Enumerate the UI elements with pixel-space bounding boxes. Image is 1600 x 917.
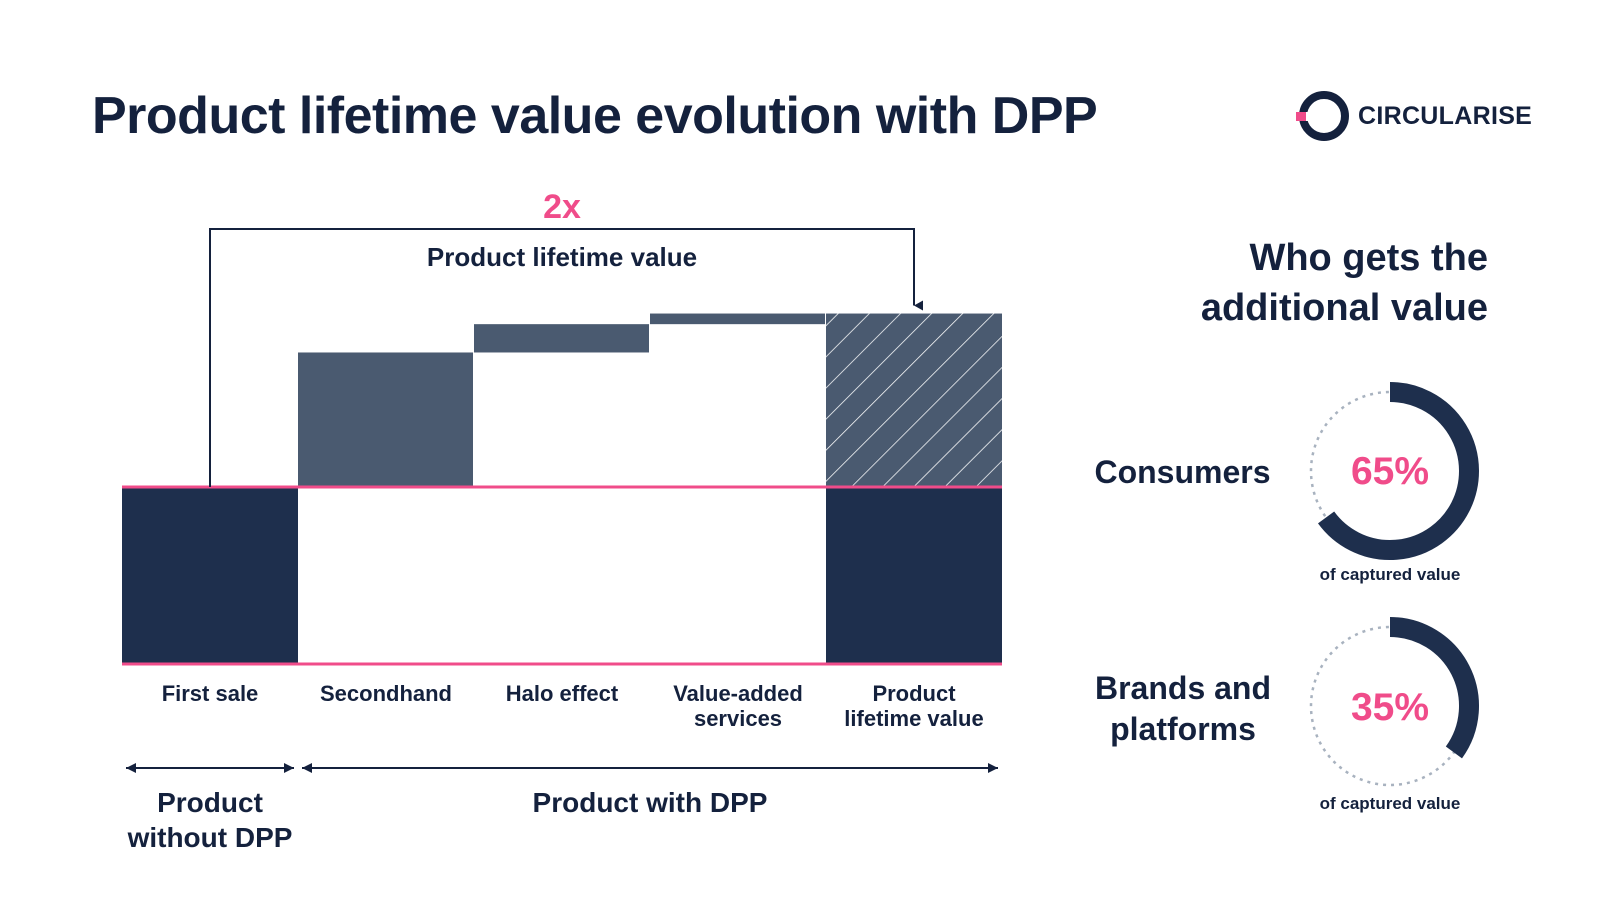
group-label-1: Product with DPP — [533, 787, 768, 818]
x-tick-label: Halo effect — [506, 681, 619, 706]
lifetime-value-bracket — [209, 228, 923, 487]
x-tick-label: services — [694, 706, 782, 731]
consumers-label-line: Consumers — [1094, 454, 1271, 490]
who-gets-value-title-line2: additional value — [1200, 287, 1488, 329]
consumers-label: Consumers — [1090, 452, 1275, 493]
x-tick-label: Secondhand — [320, 681, 452, 706]
brands-donut-arc — [1389, 617, 1479, 759]
bar-product-lifetime-value-uplift — [826, 313, 1002, 487]
bar-halo-effect — [474, 324, 649, 353]
circularise-logo: CIRCULARISE — [1296, 88, 1532, 144]
arrow-left-icon — [302, 763, 312, 773]
brands-caption: of captured value — [1319, 794, 1461, 813]
arrow-right-icon — [988, 763, 998, 773]
brands-label-line2: platforms — [1110, 711, 1256, 747]
brands-label: Brands and platforms — [1083, 668, 1283, 750]
who-gets-value-title-line1: Who gets the — [1249, 237, 1488, 279]
arrow-right-icon — [284, 763, 294, 773]
page-title: Product lifetime value evolution with DP… — [92, 87, 1098, 145]
consumers-percent: 65% — [1350, 450, 1430, 493]
annotation-label: Product lifetime value — [427, 242, 697, 272]
bar-secondhand — [298, 352, 473, 487]
consumers-donut — [1309, 382, 1479, 560]
bar-value-added-services — [650, 313, 825, 325]
consumers-caption: of captured value — [1319, 565, 1461, 584]
circularise-ring-icon — [1296, 91, 1349, 141]
consumers-donut-arc — [1318, 382, 1479, 560]
group-label-0: without DPP — [127, 822, 293, 853]
brands-label-line1: Brands and — [1094, 670, 1272, 706]
who-gets-value-title: Who gets the additional value — [1201, 233, 1488, 333]
brands-donut — [1309, 617, 1479, 787]
waterfall-chart: 2x Product lifetime value First sale Secon… — [122, 188, 1002, 853]
brands-percent: 35% — [1350, 686, 1430, 729]
x-tick-label: lifetime value — [844, 706, 983, 731]
x-tick-label: Product — [872, 681, 956, 706]
arrow-left-icon — [126, 763, 136, 773]
group-label-0: Product — [157, 787, 263, 818]
logo-text: CIRCULARISE — [1358, 101, 1533, 130]
bar-product-lifetime-value — [826, 487, 1002, 664]
x-tick-label: First sale — [162, 681, 259, 706]
x-tick-label: Value-added — [673, 681, 803, 706]
multiplier-annotation: 2x — [543, 188, 581, 226]
bar-first-sale — [122, 487, 298, 664]
